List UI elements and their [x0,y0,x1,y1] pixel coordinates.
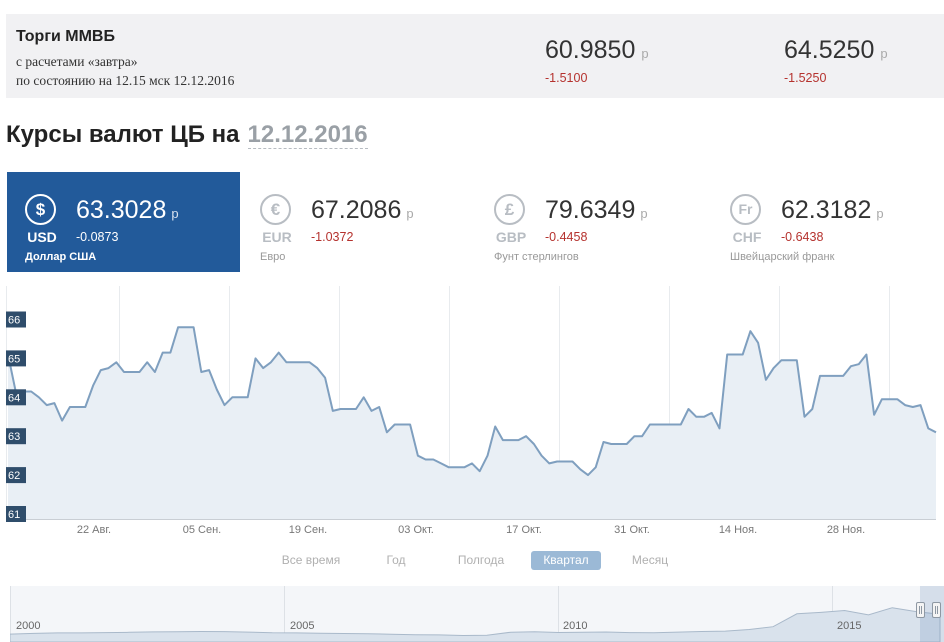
currency-card-gbp[interactable]: £ GBP 79.6349 р -0.4458 Фунт стерлингов [476,172,709,272]
period-all-button[interactable]: Все время [281,553,341,567]
currency-rate: 79.6349 р [545,196,648,225]
y-tick-tag [6,428,26,445]
micex-quote-eur: 64.5250 р -1.5250 [784,36,888,85]
navigator-year-label: 2015 [837,620,862,632]
series-line [7,326,937,477]
currency-name: Фунт стерлингов [494,251,579,263]
x-tick-label: 14 Ноя. [719,524,757,536]
page-title: Курсы валют ЦБ на 12.12.2016 [6,121,368,149]
x-tick-label: 03 Окт. [398,524,434,536]
ruble-sign: р [876,206,884,221]
period-selector: Все время Год Полгода Квартал Месяц [0,551,944,571]
micex-quote-change: -1.5250 [784,71,827,85]
currency-rate: 63.3028 р [76,196,179,225]
ruble-sign: р [406,206,414,221]
micex-panel: Торги ММВБ с расчетами «завтра» по состо… [6,14,944,98]
currency-rate-value: 79.6349 [545,196,636,224]
navigator-series-area [10,607,941,642]
ruble-sign: р [880,46,888,61]
x-tick-label: 17 Окт. [506,524,542,536]
currency-change: -1.0372 [311,230,354,244]
period-month-button[interactable]: Месяц [631,553,669,567]
currency-code: CHF [732,229,762,245]
currency-name: Евро [260,251,286,263]
currency-code: EUR [262,229,292,245]
y-tick-tag [6,350,26,367]
micex-quote-usd: 60.9850 р -1.5100 [545,36,649,85]
navigator-year-label: 2000 [16,620,41,632]
x-tick-label: 28 Ноя. [827,524,865,536]
y-tick-tag [6,506,26,522]
ruble-sign: р [171,206,179,221]
period-half-year-button[interactable]: Полгода [457,553,505,567]
y-tick-tag [6,311,26,328]
ruble-sign: р [641,46,649,61]
y-tick-label: 66 [8,315,20,327]
rate-chart[interactable]: 61 62 63 64 65 66 22 Авг. 05 Сен. 19 Сен. 03 Окт.… [6,286,944,542]
timeline-navigator[interactable]: 2000 2005 2010 2015 [10,586,944,642]
currency-change: -0.4458 [545,230,588,244]
micex-timestamp: по состоянию на 12.15 мск 12.12.2016 [16,73,235,88]
navigator-chart [10,586,944,642]
currency-code: USD [27,229,57,245]
x-tick-label: 05 Сен. [183,524,221,536]
y-tick-tag [6,467,26,484]
franc-icon: Fr [730,194,761,225]
series-area [8,327,936,519]
currency-card-usd[interactable]: $ USD 63.3028 р -0.0873 Доллар США [7,172,240,272]
navigator-year-label: 2010 [563,620,588,632]
dollar-icon: $ [25,194,56,225]
x-tick-label: 31 Окт. [614,524,650,536]
x-tick-label: 19 Сен. [289,524,327,536]
x-tick-label: 22 Авг. [77,524,111,536]
y-tick-label: 63 [8,431,20,443]
micex-quote-value: 60.9850 [545,36,636,64]
currency-rate-value: 67.2086 [311,196,402,224]
navigator-right-handle[interactable] [932,602,941,618]
currency-change: -0.0873 [76,230,119,244]
y-tick-tag [6,389,26,406]
currency-name: Доллар США [25,251,97,263]
navigator-year-label: 2005 [290,620,315,632]
micex-quote-value: 64.5250 [784,36,875,64]
currency-rate-value: 63.3028 [76,196,167,224]
micex-settlement-label: с расчетами «завтра» [16,54,138,69]
currency-name: Швейцарский франк [730,251,835,263]
micex-quote-change: -1.5100 [545,71,588,85]
currency-rate: 67.2086 р [311,196,414,225]
y-tick-label: 62 [8,470,20,482]
date-picker-link[interactable]: 12.12.2016 [247,121,368,149]
currency-card-chf[interactable]: Fr CHF 62.3182 р -0.6438 Швейцарский фран… [712,172,944,272]
euro-icon: € [260,194,291,225]
y-tick-label: 61 [8,509,20,521]
navigator-left-handle[interactable] [916,602,925,618]
currency-card-eur[interactable]: € EUR 67.2086 р -1.0372 Евро [242,172,475,272]
period-quarter-button[interactable]: Квартал [531,551,601,570]
rate-chart-svg[interactable]: 61 62 63 64 65 66 22 Авг. 05 Сен. 19 Сен. 03 Окт.… [6,286,944,542]
currency-code: GBP [495,229,527,245]
micex-title: Торги ММВБ [16,28,115,45]
y-tick-label: 64 [8,392,20,404]
currency-rate: 62.3182 р [781,196,884,225]
page-title-text: Курсы валют ЦБ на [6,121,240,148]
currency-rate-value: 62.3182 [781,196,872,224]
y-tick-label: 65 [8,353,20,365]
period-year-button[interactable]: Год [386,553,406,567]
currency-change: -0.6438 [781,230,824,244]
pound-icon: £ [494,194,525,225]
ruble-sign: р [640,206,648,221]
